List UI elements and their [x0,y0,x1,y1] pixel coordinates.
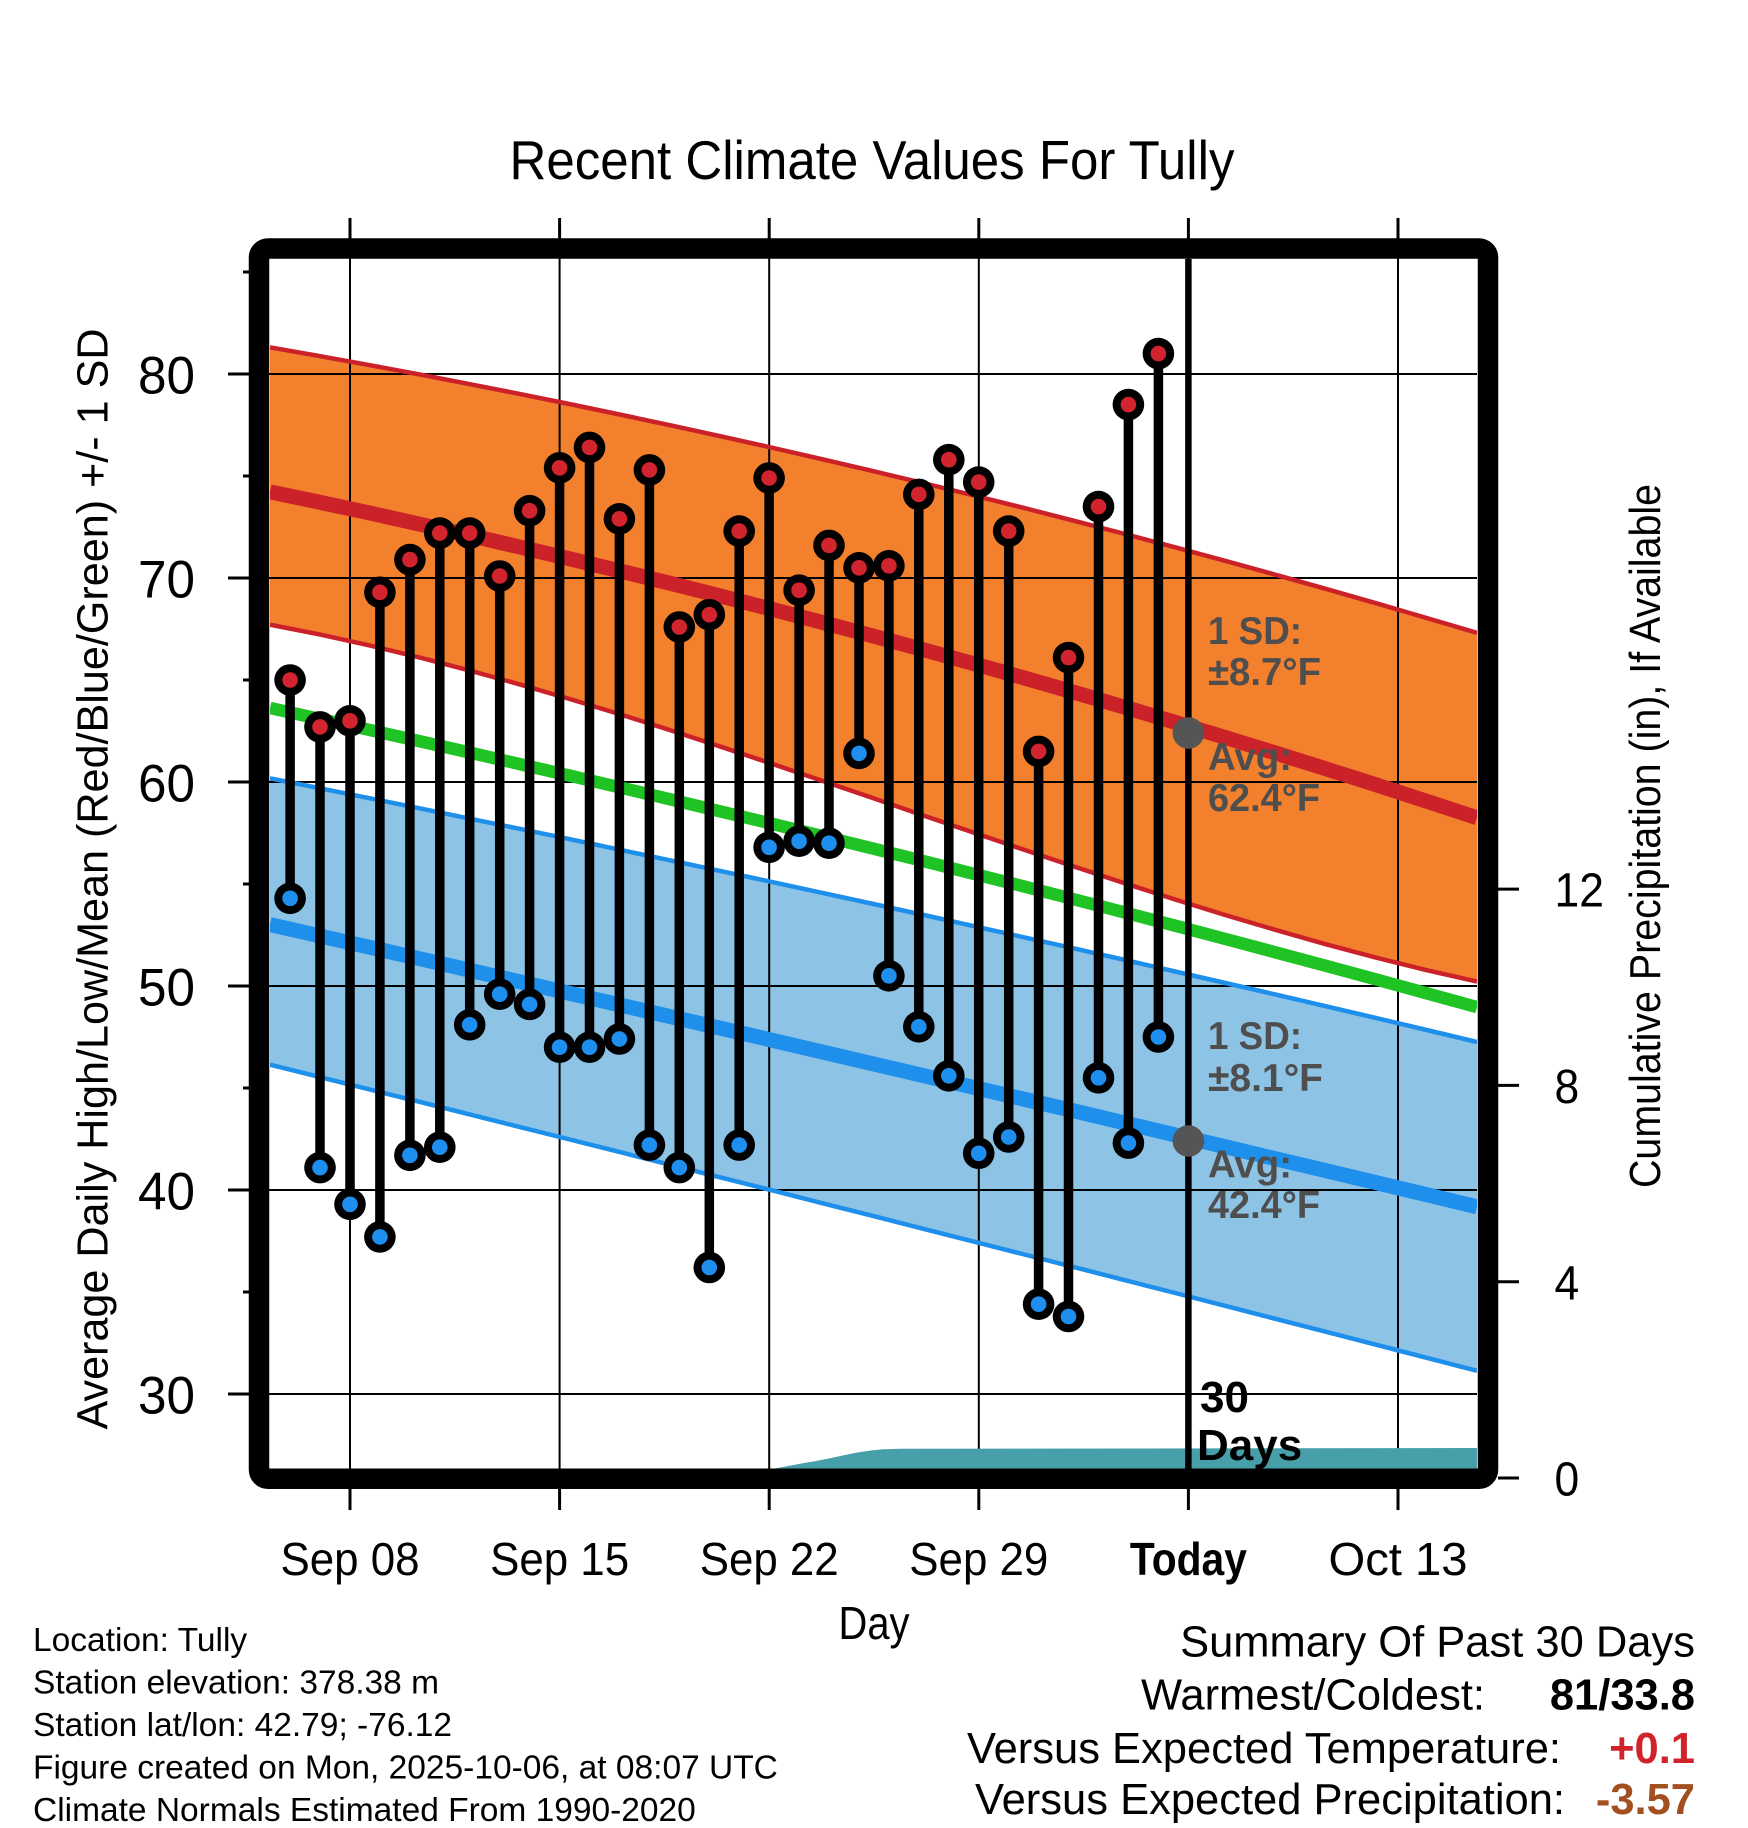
svg-text:Station lat/lon: 42.79; -76.12: Station lat/lon: 42.79; -76.12 [33,1707,452,1744]
svg-text:81/33.8: 81/33.8 [1550,1672,1695,1720]
svg-text:Oct 13: Oct 13 [1329,1533,1468,1585]
svg-text:Sep 08: Sep 08 [281,1533,420,1585]
svg-text:1 SD:: 1 SD: [1208,610,1302,653]
svg-text:70: 70 [138,550,195,609]
svg-text:Sep 15: Sep 15 [490,1533,629,1585]
svg-text:Avg:: Avg: [1208,1144,1292,1187]
svg-text:30: 30 [138,1366,195,1425]
svg-text:Days: Days [1197,1421,1302,1470]
svg-text:-3.57: -3.57 [1596,1776,1695,1824]
svg-text:Avg:: Avg: [1208,736,1292,779]
svg-text:50: 50 [138,958,195,1017]
svg-text:0: 0 [1555,1453,1580,1507]
svg-text:Average Daily High/Low/Mean (R: Average Daily High/Low/Mean (Red/Blue/Gr… [69,329,118,1430]
svg-text:60: 60 [138,754,195,813]
svg-text:Versus Expected Precipitation:: Versus Expected Precipitation: [975,1776,1565,1824]
svg-text:Station elevation: 378.38 m: Station elevation: 378.38 m [33,1665,439,1702]
svg-text:Recent Climate Values For Tull: Recent Climate Values For Tully [510,129,1235,191]
svg-text:80: 80 [138,346,195,405]
svg-text:+0.1: +0.1 [1609,1725,1695,1773]
svg-text:Sep 29: Sep 29 [909,1533,1048,1585]
svg-text:8: 8 [1555,1060,1580,1114]
svg-text:Summary Of Past 30 Days: Summary Of Past 30 Days [1180,1618,1695,1666]
svg-text:Location: Tully: Location: Tully [33,1622,247,1659]
svg-text:Figure created on Mon, 2025-10: Figure created on Mon, 2025-10-06, at 08… [33,1750,778,1787]
svg-text:Sep 22: Sep 22 [700,1533,839,1585]
svg-text:Versus Expected Temperature:: Versus Expected Temperature: [967,1725,1561,1773]
svg-text:Cumulative Precipitation (in),: Cumulative Precipitation (in), If Availa… [1621,484,1670,1188]
svg-text:12: 12 [1555,864,1605,918]
svg-text:62.4°F: 62.4°F [1208,777,1320,820]
svg-text:40: 40 [138,1162,195,1221]
svg-text:42.4°F: 42.4°F [1208,1184,1320,1227]
svg-text:Day: Day [839,1597,910,1649]
svg-text:30: 30 [1200,1373,1249,1422]
svg-text:Warmest/Coldest:: Warmest/Coldest: [1141,1672,1485,1720]
svg-text:Climate Normals Estimated From: Climate Normals Estimated From 1990-2020 [33,1792,696,1828]
svg-text:±8.1°F: ±8.1°F [1208,1057,1323,1100]
svg-text:±8.7°F: ±8.7°F [1208,651,1321,694]
svg-text:1 SD:: 1 SD: [1208,1015,1302,1058]
svg-text:Today: Today [1130,1533,1247,1585]
svg-text:4: 4 [1555,1256,1580,1310]
